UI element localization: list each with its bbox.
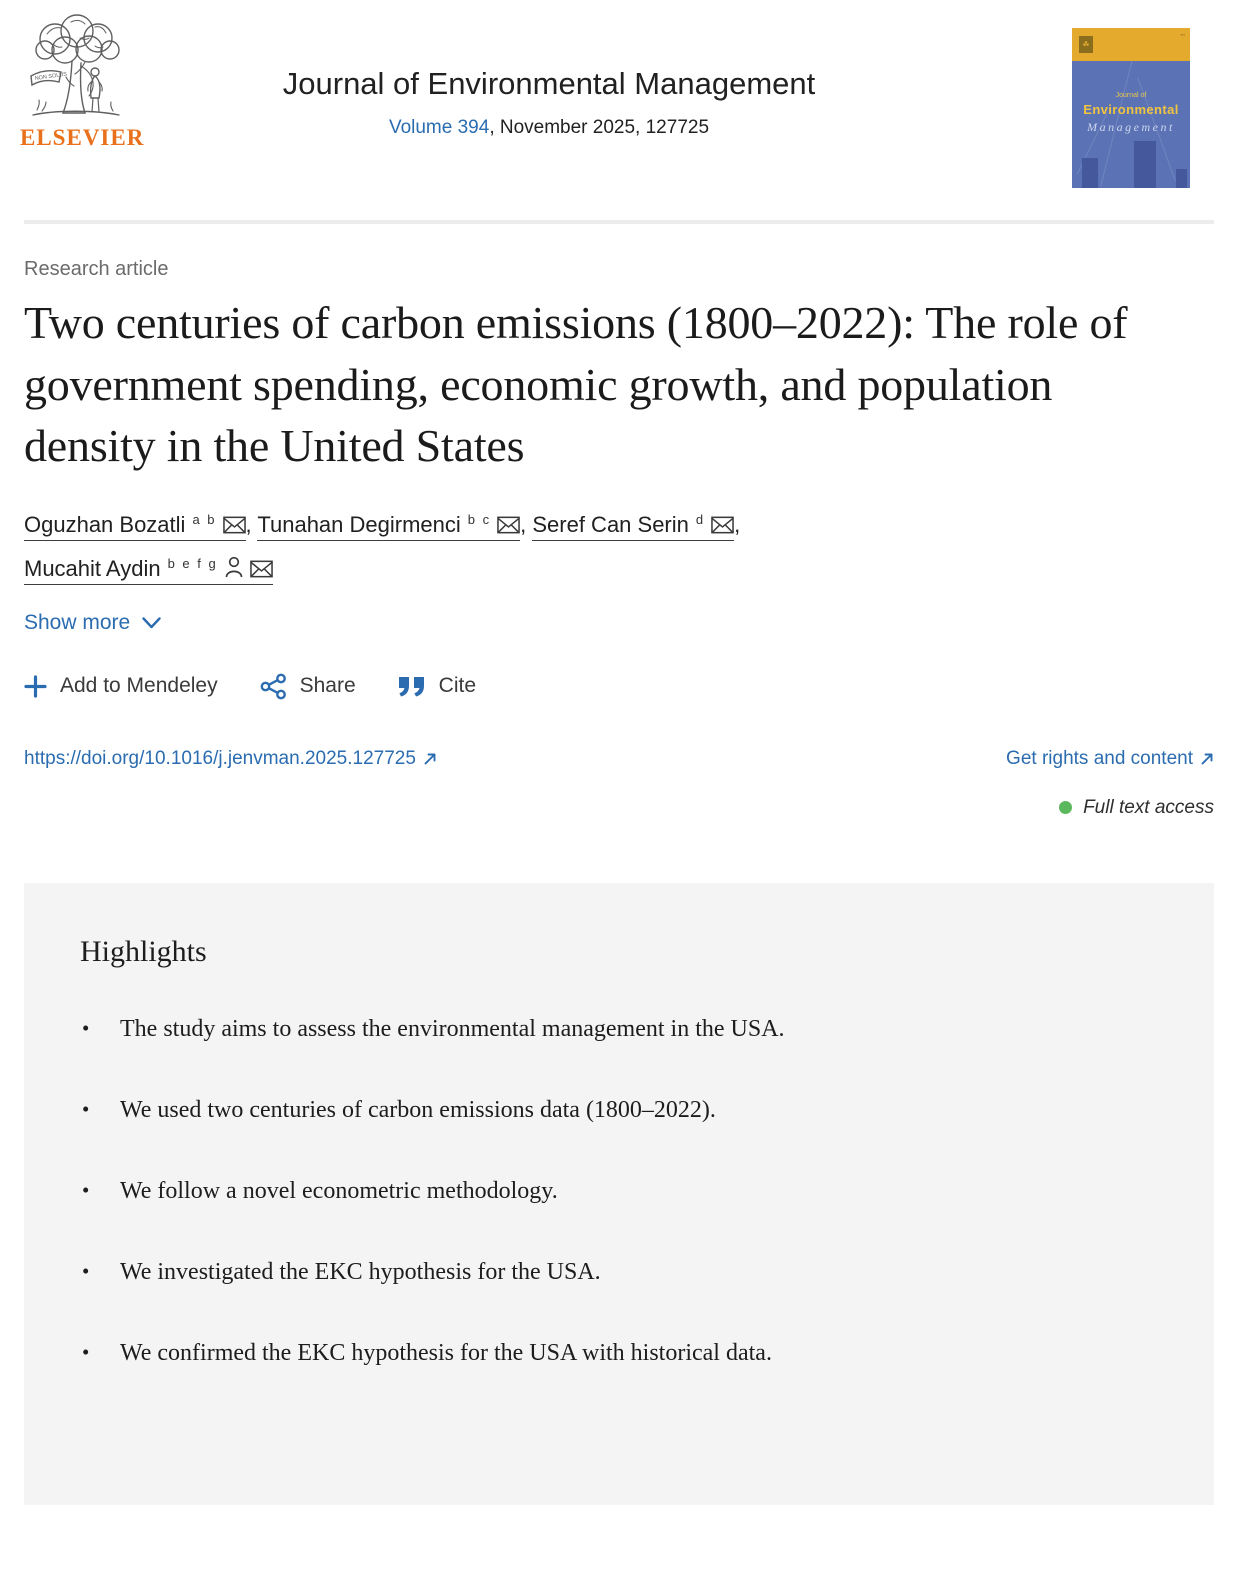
highlight-item: We used two centuries of carbon emission… [80,1092,925,1130]
envelope-icon [222,516,246,534]
author-link[interactable]: Seref Can Serin d [532,511,735,541]
cover-title-line2: Management [1087,120,1175,134]
cover-mini-logo-icon: ☘ [1079,36,1093,53]
author-affiliations: b c [467,511,492,527]
cover-title-line1: Environmental [1083,102,1179,117]
access-status-label: Full text access [1083,796,1214,818]
highlights-heading: Highlights [80,934,207,968]
envelope-icon [497,516,520,534]
elsevier-tree-icon: NON SOLUS [20,14,130,124]
cite-label: Cite [438,674,477,698]
cover-yellow-band: ☘ ▪▪▪ [1072,28,1190,61]
cite-quote-icon [398,676,424,697]
highlight-item: The study aims to assess the environment… [80,1011,925,1049]
cite-button[interactable]: Cite [398,674,476,698]
action-toolbar: Add to Mendeley Share Cite [24,673,1214,700]
external-link-icon [424,753,436,765]
author-link[interactable]: Mucahit Aydin b e f g [24,556,273,585]
share-label: Share [299,674,356,698]
plus-icon [24,675,47,698]
author-link[interactable]: Oguzhan Bozatli a b [24,512,246,541]
show-more-button[interactable]: Show more [24,611,161,635]
cover-silhouette [1176,169,1187,188]
envelope-icon [249,560,273,578]
author-link[interactable]: Tunahan Degirmenci b c [257,511,521,541]
author-name: Tunahan Degirmenci [257,511,461,537]
highlights-panel: Highlights The study aims to assess the … [24,882,1214,1506]
highlights-list: The study aims to assess the environment… [80,1011,1154,1373]
journal-header: NON SOLUS ELSEVIER Journal of Environmen… [0,0,1238,220]
access-status-row: Full text access [24,797,1214,819]
doi-row: https://doi.org/10.1016/j.jenvman.2025.1… [24,748,1214,770]
share-button[interactable]: Share [260,673,356,700]
journal-issue-line: Volume 394, November 2025, 127725 [0,117,1098,139]
doi-link[interactable]: https://doi.org/10.1016/j.jenvman.2025.1… [24,748,437,770]
author-separator: , [245,511,252,537]
article-title: Two centuries of carbon emissions (1800–… [24,297,1128,472]
issue-info: , November 2025, 127725 [489,117,710,138]
highlight-item: We follow a novel econometric methodolog… [80,1173,925,1211]
get-rights-text: Get rights and content [1006,747,1193,769]
elsevier-logo[interactable]: NON SOLUS ELSEVIER [20,14,145,151]
author-name: Mucahit Aydin [24,555,161,581]
cover-kicker: Journal of [1115,92,1147,99]
highlight-item: We investigated the EKC hypothesis for t… [80,1254,925,1292]
author-name: Oguzhan Bozatli [24,511,186,537]
svg-text:NON SOLUS: NON SOLUS [34,71,67,81]
author-separator: , [734,511,741,537]
add-to-mendeley-label: Add to Mendeley [60,674,218,698]
volume-link[interactable]: Volume 394 [388,117,490,138]
author-affiliations: a b [192,511,217,527]
article-type-label: Research article [24,258,169,280]
elsevier-wordmark: ELSEVIER [20,125,145,150]
cover-silhouette [1134,141,1156,188]
access-status-dot-icon [1059,801,1073,815]
journal-cover-thumbnail[interactable]: ☘ ▪▪▪ Journal of Environmental Managemen… [1072,28,1190,188]
author-affiliations: d [695,511,706,527]
author-affiliations: b e f g [167,555,218,571]
cover-band-text: ▪▪▪ [1180,32,1185,37]
envelope-icon [711,516,734,534]
show-more-label: Show more [24,610,131,634]
chevron-down-icon [142,617,161,629]
doi-text: https://doi.org/10.1016/j.jenvman.2025.1… [24,747,416,769]
share-icon [260,673,286,700]
external-link-icon [1201,753,1213,765]
author-separator: , [520,511,527,537]
person-icon [225,556,243,578]
add-to-mendeley-button[interactable]: Add to Mendeley [24,674,218,698]
cover-silhouette [1082,158,1098,188]
header-divider [24,220,1214,224]
author-name: Seref Can Serin [532,511,689,537]
journal-title-link[interactable]: Journal of Environmental Management [282,66,816,101]
get-rights-link[interactable]: Get rights and content [1006,748,1214,770]
highlight-item: We confirmed the EKC hypothesis for the … [80,1335,925,1373]
author-list: Oguzhan Bozatli a b, Tunahan Degirmenci b … [24,503,924,591]
